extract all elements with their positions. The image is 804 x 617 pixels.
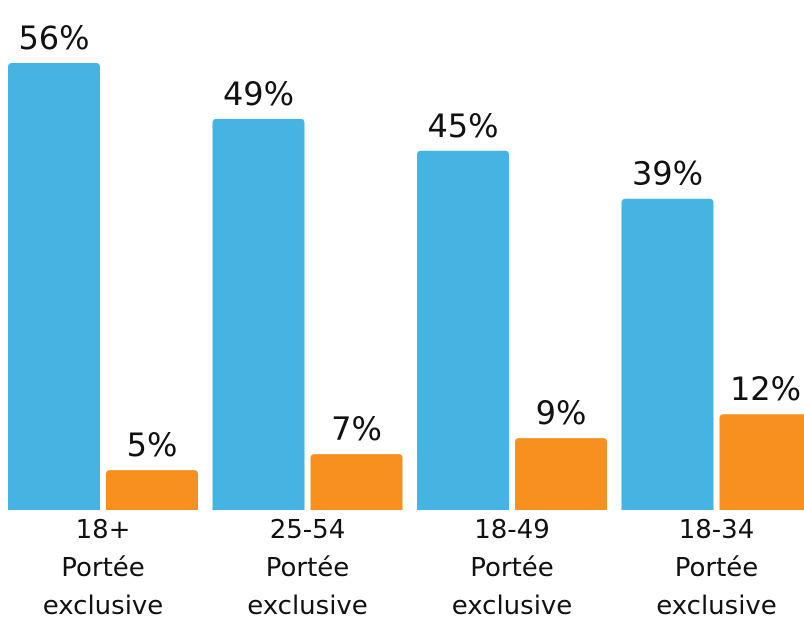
x-tick-label: Portée xyxy=(470,553,554,583)
x-tick-label: exclusive xyxy=(452,591,573,617)
x-tick-label: exclusive xyxy=(43,591,164,617)
value-label: 9% xyxy=(536,394,587,432)
value-label: 56% xyxy=(18,19,89,57)
bar xyxy=(8,63,100,510)
bar xyxy=(719,414,804,510)
value-label: 12% xyxy=(730,370,801,408)
value-label: 5% xyxy=(127,426,178,464)
x-tick-label: 18-49 xyxy=(474,515,550,545)
x-tick-label: Portée xyxy=(266,553,350,583)
bar xyxy=(515,438,607,510)
x-tick-label: exclusive xyxy=(656,591,777,617)
x-tick-label: Portée xyxy=(61,553,145,583)
bar xyxy=(621,198,714,511)
x-tick-label: 18+ xyxy=(76,515,131,545)
x-tick-label: exclusive xyxy=(247,591,368,617)
x-tick-label: 18-34 xyxy=(679,515,755,545)
bar xyxy=(310,454,403,510)
value-label: 49% xyxy=(223,75,294,113)
value-label: 45% xyxy=(427,107,498,145)
bar xyxy=(417,150,509,510)
bar xyxy=(212,118,305,510)
x-tick-label: 25-54 xyxy=(270,515,346,545)
value-label: 39% xyxy=(632,155,703,193)
x-tick-label: Portée xyxy=(675,553,759,583)
value-label: 7% xyxy=(331,410,382,448)
bar xyxy=(106,470,198,510)
